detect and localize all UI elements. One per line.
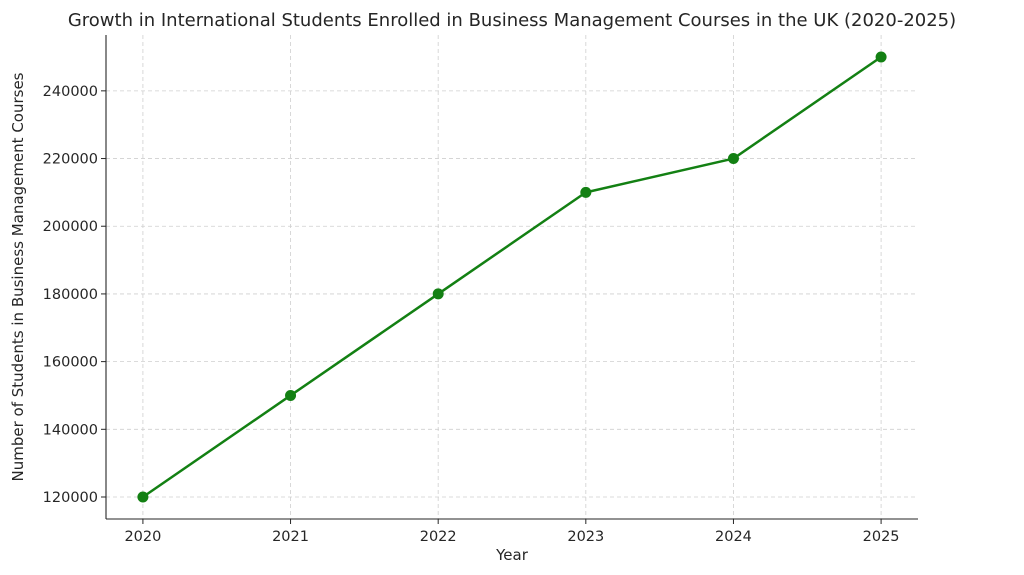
- y-axis-label: Number of Students in Business Managemen…: [9, 72, 27, 481]
- y-tick-label: 200000: [43, 219, 98, 235]
- series-line: [141, 55, 883, 499]
- data-point: [432, 288, 444, 300]
- y-tick-label: 180000: [43, 287, 98, 303]
- y-tick-label: 120000: [43, 490, 98, 506]
- x-axis-ticks: 2020 2021 2022 2023 2024 2025: [124, 519, 900, 545]
- chart-title: Growth in International Students Enrolle…: [68, 10, 956, 31]
- x-tick-label: 2023: [567, 529, 604, 545]
- x-tick-label: 2022: [420, 529, 457, 545]
- y-axis-ticks: 120000 140000 160000 180000 200000 220000 2400…: [43, 84, 106, 506]
- data-point: [727, 153, 739, 165]
- data-point: [875, 51, 887, 63]
- x-tick-label: 2020: [124, 529, 161, 545]
- data-point: [137, 491, 149, 503]
- data-point: [285, 389, 297, 401]
- y-tick-label: 240000: [43, 84, 98, 100]
- grid: [106, 35, 918, 519]
- series: [137, 51, 887, 503]
- y-tick-label: 220000: [43, 152, 98, 168]
- x-tick-label: 2024: [715, 529, 752, 545]
- data-point: [580, 186, 592, 198]
- x-tick-label: 2025: [863, 529, 900, 545]
- y-tick-label: 160000: [43, 355, 98, 371]
- y-tick-label: 140000: [43, 422, 98, 438]
- x-axis-label: Year: [495, 546, 529, 564]
- x-tick-label: 2021: [272, 529, 309, 545]
